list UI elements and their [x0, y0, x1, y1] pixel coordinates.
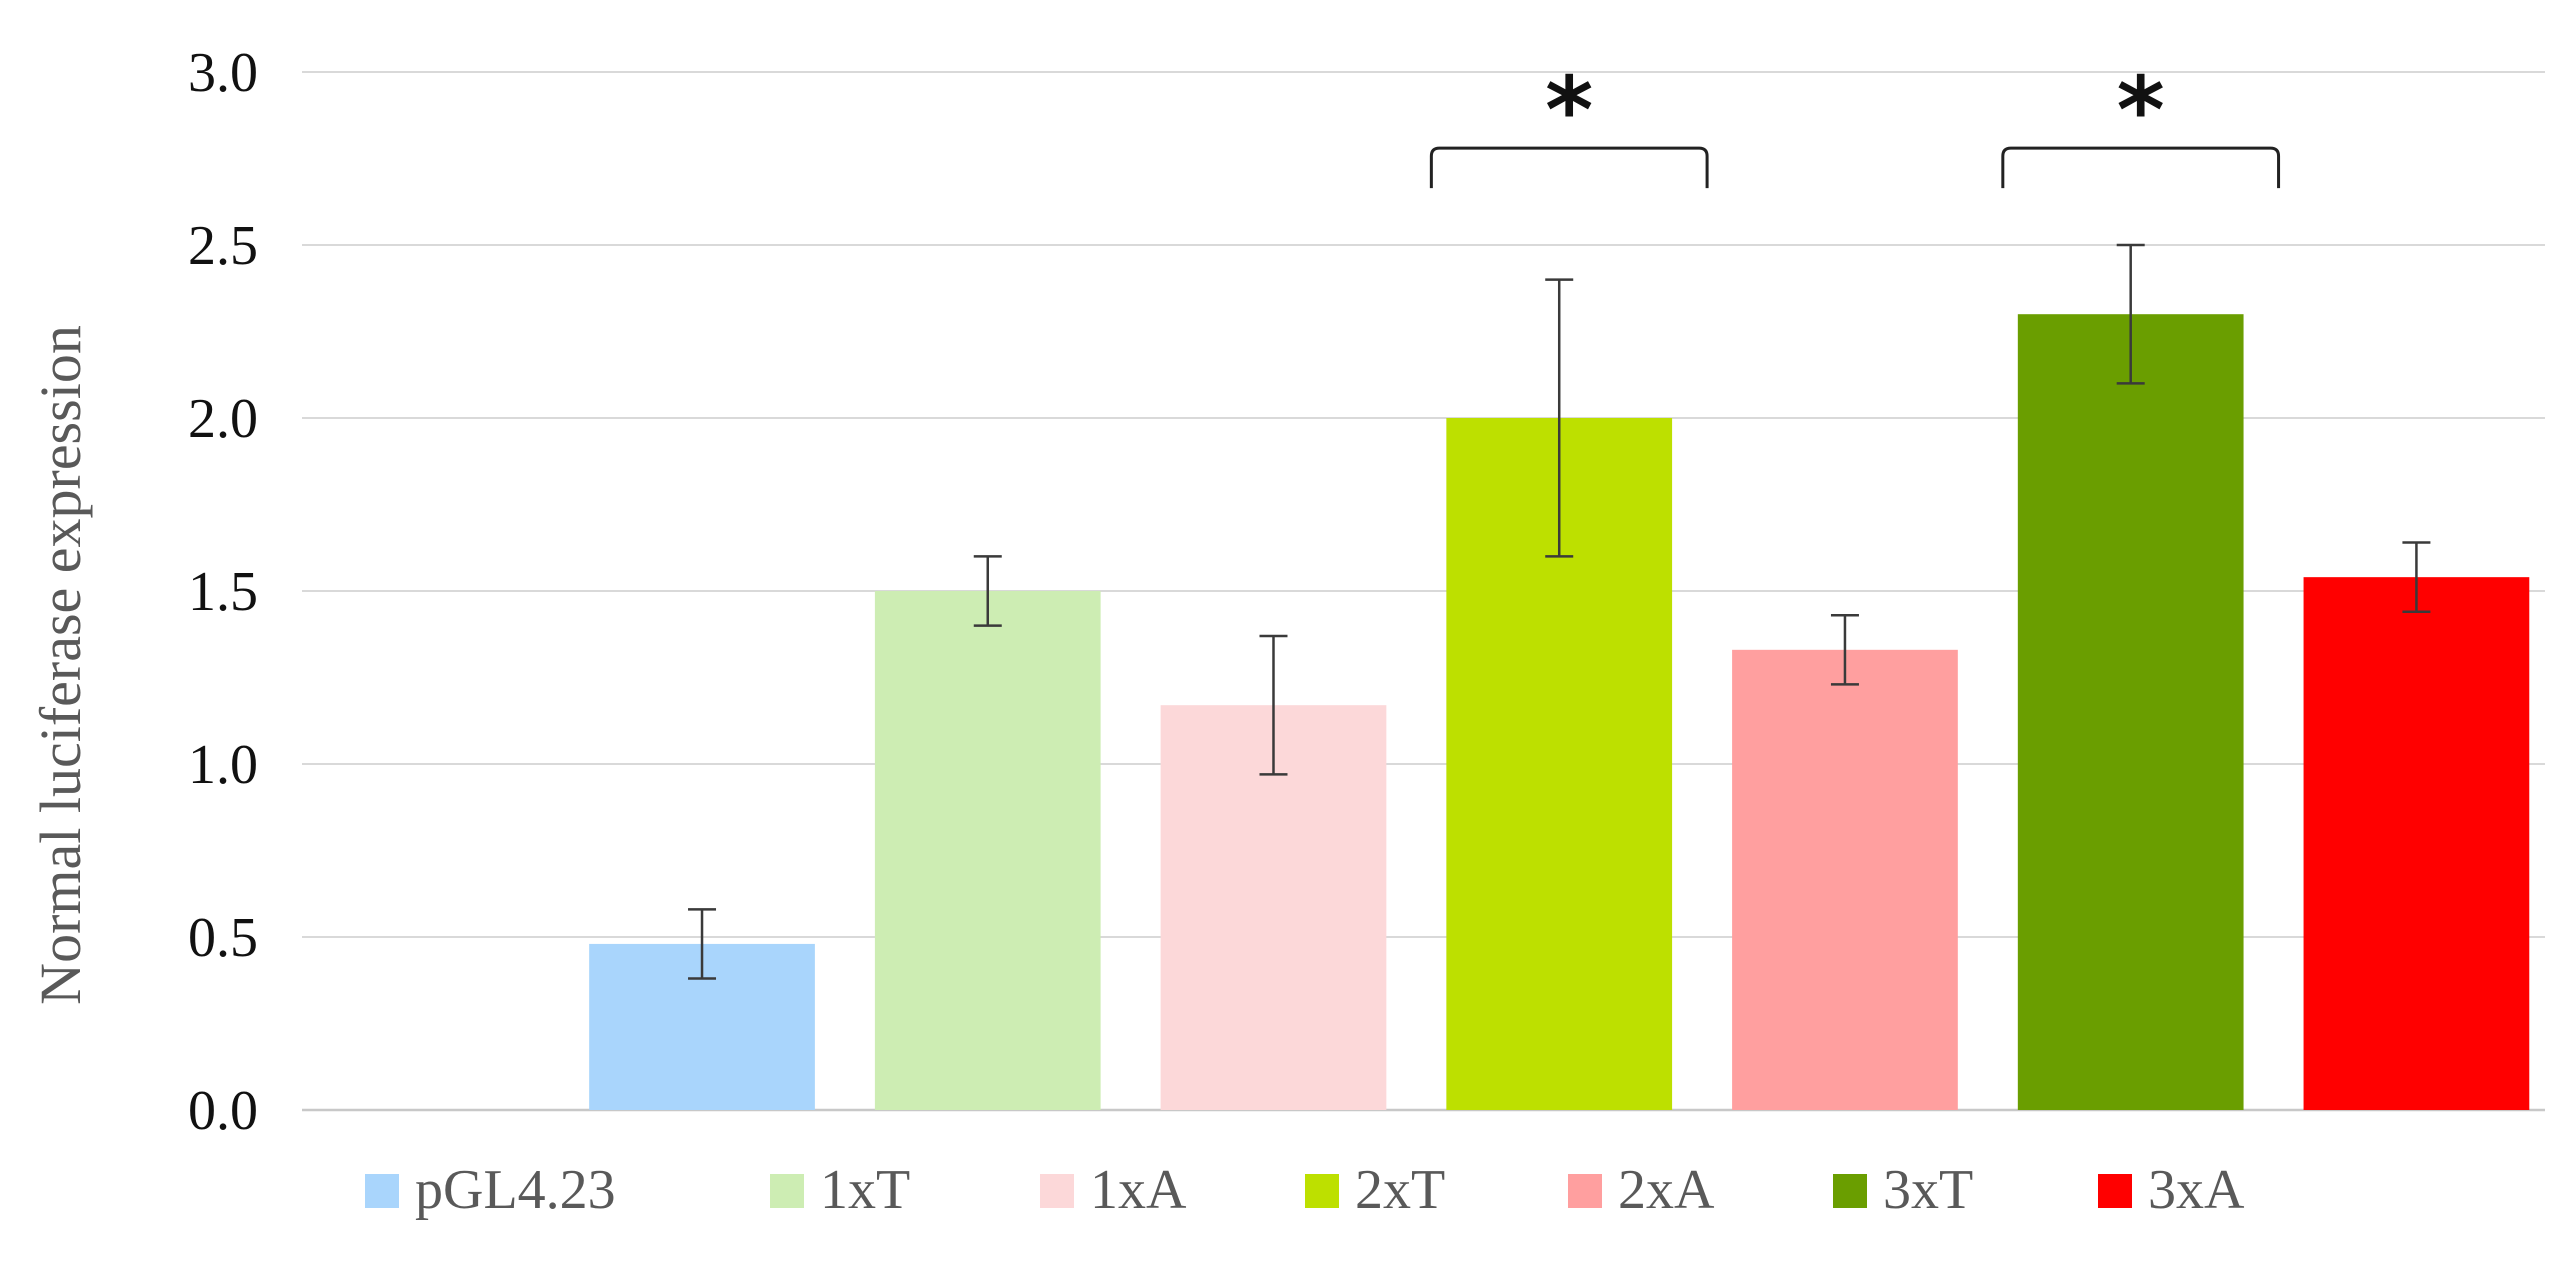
error-bar: [1545, 278, 1574, 558]
error-bar: [1830, 613, 1859, 686]
error-bar: [1259, 634, 1288, 776]
y-tick-label: 1.5: [188, 561, 258, 623]
legend-item: 2xA: [1568, 1159, 1715, 1221]
legend-swatch: [1040, 1174, 1074, 1208]
y-tick-label: 2.5: [188, 215, 258, 277]
legend-swatch: [1833, 1174, 1867, 1208]
legend-swatch: [1305, 1174, 1339, 1208]
legend-swatch: [365, 1174, 399, 1208]
legend-label: 3xT: [1883, 1159, 1973, 1221]
error-bars: [688, 243, 2431, 980]
significance-bracket: *: [1429, 57, 1709, 189]
error-bar: [2402, 541, 2431, 614]
y-tick-label: 1.0: [188, 734, 258, 796]
legend-item: 1xT: [770, 1159, 910, 1221]
y-axis-title: Normal luciferase expression: [28, 325, 93, 1005]
legend-item: 3xA: [2098, 1159, 2245, 1221]
bar-2xa: [1732, 649, 1958, 1110]
y-tick-label: 0.5: [188, 907, 258, 969]
error-bar: [2116, 243, 2145, 385]
legend-label: 2xA: [1618, 1159, 1715, 1221]
legend-label: 3xA: [2148, 1159, 2245, 1221]
legend-label: pGL4.23: [415, 1159, 616, 1221]
legend-item: 2xT: [1305, 1159, 1445, 1221]
error-bar: [973, 555, 1002, 627]
legend-item: 1xA: [1040, 1159, 1187, 1221]
legend: pGL4.23 1xT 1xA 2xT 2xA 3xT 3xA: [365, 1159, 2245, 1221]
bars: [589, 314, 2530, 1110]
legend-label: 2xT: [1355, 1159, 1445, 1221]
legend-item: pGL4.23: [365, 1159, 616, 1221]
significance-bracket: *: [2001, 57, 2281, 189]
y-tick-label: 2.0: [188, 388, 258, 450]
significance-star: *: [2117, 57, 2165, 164]
y-axis-tick-labels: 0.0 0.5 1.0 1.5 2.0 2.5 3.0: [188, 42, 258, 1142]
significance-annotations: * *: [1429, 57, 2281, 189]
y-tick-label: 3.0: [188, 42, 258, 104]
legend-label: 1xT: [820, 1159, 910, 1221]
legend-swatch: [770, 1174, 804, 1208]
bar-3xa: [2303, 577, 2530, 1110]
legend-swatch: [1568, 1174, 1602, 1208]
error-bar: [688, 908, 717, 980]
legend-item: 3xT: [1833, 1159, 1973, 1221]
significance-star: *: [1545, 57, 1593, 164]
y-tick-label: 0.0: [188, 1080, 258, 1142]
legend-label: 1xA: [1090, 1159, 1187, 1221]
legend-swatch: [2098, 1174, 2132, 1208]
gridlines: [302, 71, 2545, 1112]
bar-3xt: [2017, 314, 2244, 1110]
bar-1xt: [874, 591, 1101, 1110]
